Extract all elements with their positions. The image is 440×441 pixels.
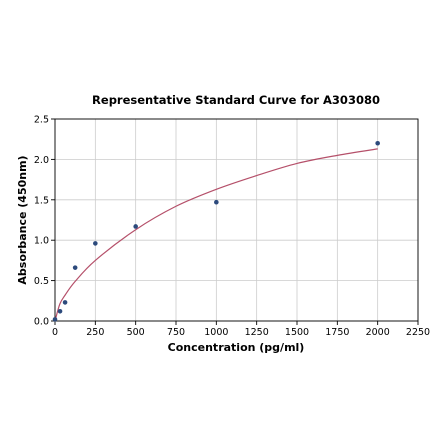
data-point-1 [57, 309, 63, 314]
plot-border [54, 118, 419, 322]
y-tick-label-3: 1.5 [34, 195, 49, 206]
x-tick-label-6: 1500 [285, 327, 309, 338]
fit-curve-layer [54, 148, 378, 322]
data-point-2 [62, 300, 68, 305]
fit-curve [54, 148, 378, 322]
chart-title: Representative Standard Curve for A30308… [92, 93, 380, 107]
y-tick-label-1: 0.5 [34, 276, 49, 287]
x-tick-label-0: 0 [52, 327, 58, 338]
data-point-4 [93, 241, 98, 246]
x-tick-label-5: 1250 [245, 327, 269, 338]
data-point-5 [133, 224, 138, 229]
x-tick-label-7: 1750 [325, 327, 349, 338]
data-point-6 [214, 199, 219, 205]
y-axis-label: Absorbance (450nm) [16, 155, 29, 284]
x-axis-ticks: 0 250 500 750 1000 1250 1500 1750 2000 2250 [52, 321, 430, 338]
grid-lines [54, 118, 419, 322]
data-points-layer [52, 140, 380, 322]
data-point-7 [375, 140, 380, 146]
x-tick-label-8: 2000 [366, 327, 390, 338]
x-tick-label-4: 1000 [204, 327, 228, 338]
plot-frame [54, 118, 419, 322]
x-tick-label-1: 250 [86, 327, 104, 338]
y-tick-label-4: 2.0 [34, 155, 49, 166]
x-tick-label-9: 2250 [406, 327, 430, 338]
x-tick-label-2: 500 [127, 327, 145, 338]
y-tick-label-5: 2.5 [34, 115, 49, 126]
y-axis-ticks: 0.0 0.5 1.0 1.5 2.0 2.5 [34, 115, 55, 328]
data-point-3 [72, 265, 78, 270]
x-tick-label-3: 750 [167, 327, 185, 338]
data-point-0 [52, 317, 58, 322]
y-tick-label-0: 0.0 [34, 317, 49, 328]
y-tick-label-2: 1.0 [34, 236, 49, 247]
x-axis-label: Concentration (pg/ml) [168, 341, 305, 354]
